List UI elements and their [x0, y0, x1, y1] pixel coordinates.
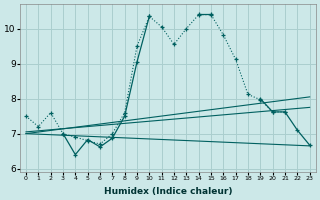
- X-axis label: Humidex (Indice chaleur): Humidex (Indice chaleur): [104, 187, 232, 196]
